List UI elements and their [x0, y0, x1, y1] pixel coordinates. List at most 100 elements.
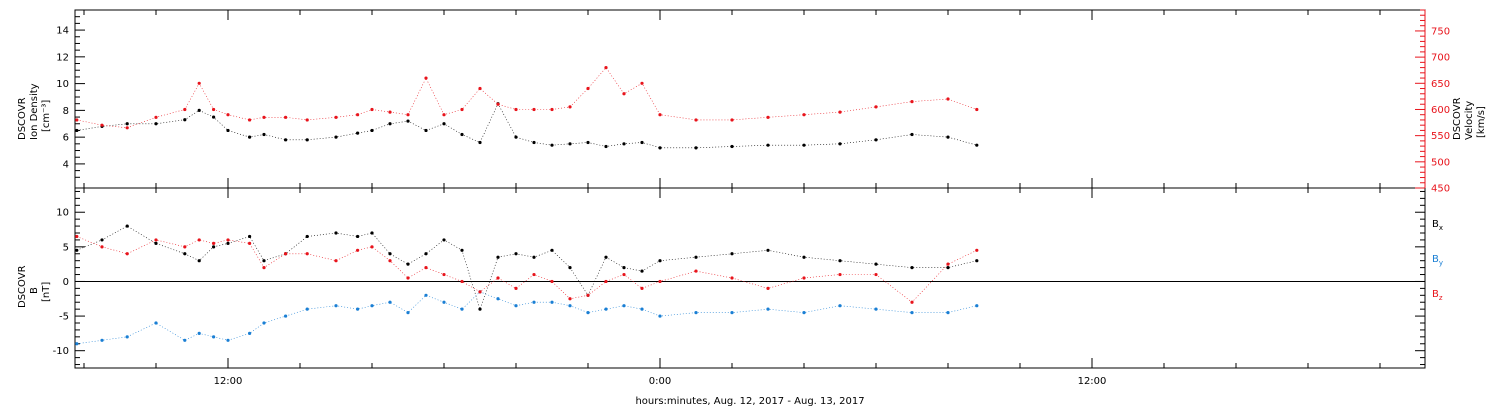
bfield-s1-p28: [622, 304, 626, 308]
bfield-s0-p9: [262, 259, 266, 263]
velocity-s0-p24: [550, 107, 554, 112]
density-s0-p12: [334, 135, 338, 139]
bfield-s1-p31: [694, 311, 698, 315]
top-panel-points: [75, 65, 979, 150]
top-right-ylabel-line2: Velocity: [1464, 101, 1475, 140]
bfield-s0-p35: [838, 259, 842, 263]
bfield-s2-p20: [478, 290, 482, 294]
x-axis-tick-labels: 12:00 0:00 12:00: [214, 376, 1107, 387]
bfield-s1-p13: [356, 307, 360, 311]
bfield-s1-p32: [730, 311, 734, 315]
legend-bz: Bz: [1432, 289, 1443, 302]
velocity-s0-p33: [766, 115, 770, 119]
top-panel-frame: [74, 9, 1426, 189]
bottom-ylabel-line3: [nT]: [41, 282, 52, 302]
bfield-s1-p22: [514, 304, 518, 308]
bfield-s2-p12: [334, 259, 338, 263]
bfield-series-line-2: [76, 236, 977, 303]
velocity-s0-p13: [356, 113, 360, 117]
density-s0-p7: [226, 128, 230, 133]
bfield-s2-p27: [604, 279, 608, 284]
bfield-s1-p27: [604, 307, 608, 311]
density-s0-p8: [248, 135, 252, 139]
density-s0-p22: [514, 135, 518, 139]
bfield-s2-p34: [802, 276, 806, 280]
legend-by: By: [1432, 254, 1443, 267]
yb-tick-label-5: 5: [63, 242, 69, 253]
x-axis-ticks: [83, 10, 1381, 368]
bfield-s2-p2: [125, 252, 129, 256]
bottom-ylabel-line2: B: [29, 287, 40, 294]
bfield-s1-p1: [100, 338, 104, 342]
bfield-s1-p34: [802, 311, 806, 315]
velocity-s0-p17: [424, 76, 428, 80]
bfield-s1-p30: [658, 314, 662, 318]
bfield-series-line-1: [76, 291, 977, 345]
yr-tick-label-450: 450: [1431, 184, 1450, 195]
top-left-ylabel-line1: DSCOVR: [17, 97, 28, 140]
velocity-s0-p9: [262, 115, 266, 119]
bfield-s0-p3: [154, 241, 158, 245]
yb-tick-label--5: -5: [59, 312, 69, 323]
yr-tick-label-500: 500: [1431, 157, 1450, 168]
x-tick-label-0: 12:00: [214, 376, 243, 387]
yl-tick-label-14: 14: [56, 26, 69, 37]
bfield-s1-p15: [388, 300, 392, 304]
bfield-s2-p19: [460, 279, 464, 284]
velocity-s0-p36: [874, 105, 878, 109]
bfield-s1-p7: [226, 338, 230, 342]
yb-tick-label-10: 10: [56, 208, 69, 219]
bfield-series-line-0: [76, 225, 977, 311]
yl-tick-label-6: 6: [63, 133, 69, 144]
bfield-s0-p39: [975, 259, 979, 263]
density-s0-p11: [305, 138, 309, 142]
velocity-s0-p10: [284, 115, 288, 119]
density-s0-p20: [478, 140, 482, 145]
bfield-s1-p26: [586, 311, 590, 315]
yr-tick-label-750: 750: [1431, 26, 1450, 37]
x-tick-label-1: 0:00: [649, 376, 671, 387]
bfield-s0-p13: [356, 234, 360, 239]
bfield-s0-p5: [197, 259, 201, 263]
velocity-series-line-0: [76, 67, 977, 129]
velocity-s0-p35: [838, 110, 842, 114]
density-s0-p34: [802, 143, 806, 147]
x-axis-title: hours:minutes, Aug. 12, 2017 - Aug. 13, …: [635, 396, 864, 407]
bfield-s0-p37: [910, 266, 914, 270]
bfield-s1-p36: [874, 307, 878, 311]
bfield-s2-p0: [75, 234, 79, 239]
velocity-s0-p23: [532, 107, 536, 112]
bfield-s0-p34: [802, 255, 806, 259]
density-s0-p37: [910, 132, 914, 137]
velocity-s0-p14: [370, 107, 374, 112]
velocity-s0-p38: [946, 97, 950, 101]
bottom-panel-points: [75, 224, 979, 346]
bfield-s2-p21: [496, 276, 500, 280]
density-s0-p32: [730, 144, 734, 149]
density-s0-p30: [658, 146, 662, 150]
bfield-s1-p39: [975, 304, 979, 308]
legend: Bx By Bz: [1432, 219, 1443, 302]
density-s0-p17: [424, 128, 428, 133]
density-s0-p2: [125, 122, 129, 126]
density-s0-p33: [766, 143, 770, 147]
velocity-s0-p32: [730, 118, 734, 122]
velocity-s0-p11: [305, 118, 309, 122]
bfield-s2-p10: [284, 252, 288, 256]
bfield-s2-p33: [766, 286, 770, 290]
bfield-s1-p35: [838, 304, 842, 308]
left-y-axis-ticks: 4 6 8 10 12 14: [56, 16, 85, 178]
density-s0-p10: [284, 138, 288, 142]
yb-tick-label--10: -10: [53, 346, 69, 357]
density-s0-p5: [197, 108, 201, 112]
bfield-s2-p11: [305, 252, 309, 256]
velocity-s0-p19: [460, 107, 464, 112]
velocity-s0-p28: [622, 92, 626, 96]
right-y-axis-ticks: 450 500 550 600 650 700 750: [1415, 9, 1450, 195]
bfield-s1-p38: [946, 311, 950, 315]
top-right-axis-title: DSCOVR Velocity [km/s]: [1452, 97, 1487, 140]
density-series-line-0: [76, 103, 977, 149]
bfield-s0-p7: [226, 241, 230, 245]
